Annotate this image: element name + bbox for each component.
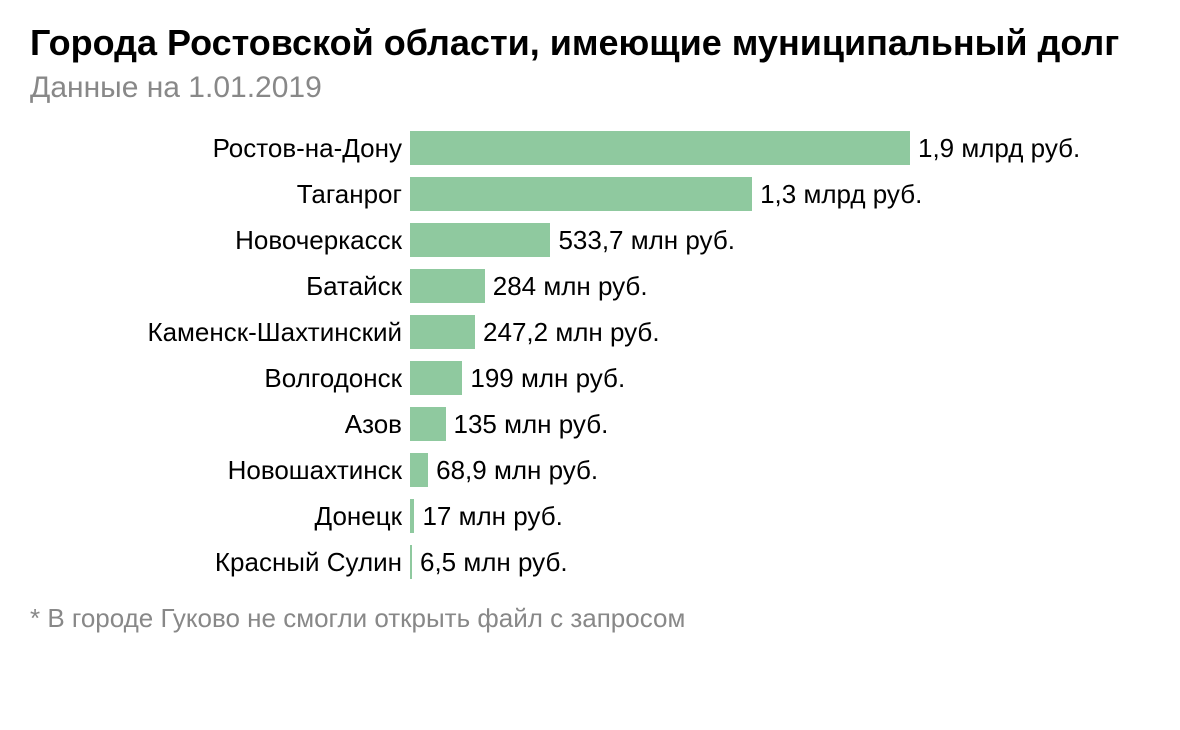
row-value: 68,9 млн руб. xyxy=(428,455,598,486)
chart-subtitle: Данные на 1.01.2019 xyxy=(30,71,1150,105)
chart-row: Донецк17 млн руб. xyxy=(30,493,1150,539)
bar-area: 247,2 млн руб. xyxy=(410,315,1150,349)
row-label: Таганрог xyxy=(30,179,410,210)
row-value: 6,5 млн руб. xyxy=(412,547,568,578)
bar-area: 17 млн руб. xyxy=(410,499,1150,533)
bar-area: 135 млн руб. xyxy=(410,407,1150,441)
row-value: 1,3 млрд руб. xyxy=(752,179,922,210)
row-label: Донецк xyxy=(30,501,410,532)
chart-footnote: * В городе Гуково не смогли открыть файл… xyxy=(30,603,1150,634)
bar-area: 199 млн руб. xyxy=(410,361,1150,395)
chart-row: Таганрог 1,3 млрд руб. xyxy=(30,171,1150,217)
bar xyxy=(410,361,462,395)
bar-area: 284 млн руб. xyxy=(410,269,1150,303)
chart-row: Ростов-на-Дону 1,9 млрд руб. xyxy=(30,125,1150,171)
chart-row: Красный Сулин6,5 млн руб. xyxy=(30,539,1150,585)
row-value: 533,7 млн руб. xyxy=(550,225,735,256)
chart-title: Города Ростовской области, имеющие муниц… xyxy=(30,20,1150,65)
chart-row: Новошахтинск 68,9 млн руб. xyxy=(30,447,1150,493)
bar xyxy=(410,223,550,257)
row-label: Красный Сулин xyxy=(30,547,410,578)
bar xyxy=(410,453,428,487)
bar xyxy=(410,269,485,303)
bar-area: 533,7 млн руб. xyxy=(410,223,1150,257)
row-value: 135 млн руб. xyxy=(446,409,609,440)
row-value: 284 млн руб. xyxy=(485,271,648,302)
row-label: Новочеркасск xyxy=(30,225,410,256)
row-value: 1,9 млрд руб. xyxy=(910,133,1080,164)
chart-row: Волгодонск 199 млн руб. xyxy=(30,355,1150,401)
bar-area: 1,3 млрд руб. xyxy=(410,177,1150,211)
row-label: Ростов-на-Дону xyxy=(30,133,410,164)
row-label: Волгодонск xyxy=(30,363,410,394)
bar-chart: Ростов-на-Дону 1,9 млрд руб. Таганрог 1,3 м… xyxy=(30,125,1150,585)
bar xyxy=(410,315,475,349)
chart-row: Азов 135 млн руб. xyxy=(30,401,1150,447)
row-label: Батайск xyxy=(30,271,410,302)
bar-area: 1,9 млрд руб. xyxy=(410,131,1150,165)
bar xyxy=(410,131,910,165)
chart-row: Батайск 284 млн руб. xyxy=(30,263,1150,309)
bar-area: 6,5 млн руб. xyxy=(410,545,1150,579)
row-label: Каменск-Шахтинский xyxy=(30,317,410,348)
bar xyxy=(410,407,446,441)
row-value: 247,2 млн руб. xyxy=(475,317,660,348)
bar xyxy=(410,177,752,211)
row-label: Новошахтинск xyxy=(30,455,410,486)
chart-row: Каменск-Шахтинский 247,2 млн руб. xyxy=(30,309,1150,355)
row-label: Азов xyxy=(30,409,410,440)
bar-area: 68,9 млн руб. xyxy=(410,453,1150,487)
row-value: 17 млн руб. xyxy=(414,501,562,532)
row-value: 199 млн руб. xyxy=(462,363,625,394)
chart-row: Новочеркасск 533,7 млн руб. xyxy=(30,217,1150,263)
